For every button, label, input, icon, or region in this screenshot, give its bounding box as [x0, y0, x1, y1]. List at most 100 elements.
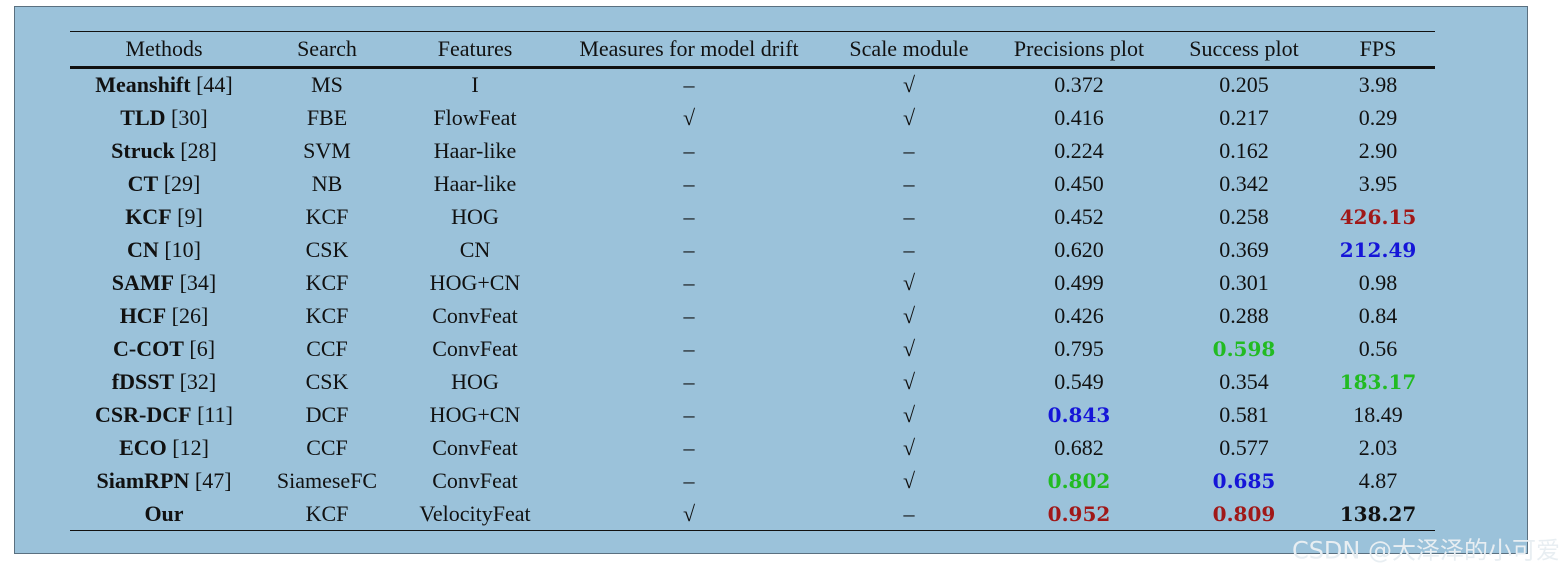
- method-name: ECO: [119, 435, 167, 460]
- cell: Meanshift [44]: [95, 72, 232, 98]
- cell: 0.372: [1054, 72, 1104, 97]
- cell: –: [683, 171, 695, 196]
- cell: 0.795: [1054, 336, 1104, 361]
- cell: HOG+CN: [429, 402, 521, 427]
- cell: SAMF [34]: [112, 270, 216, 296]
- cell: –: [683, 303, 695, 328]
- cell: Haar-like: [433, 171, 517, 196]
- cell: FlowFeat: [433, 105, 517, 130]
- cell: VelocityFeat: [419, 501, 531, 526]
- cell: √: [902, 105, 916, 130]
- cell: 0.84: [1358, 303, 1398, 328]
- header-cell: FPS: [1359, 36, 1397, 61]
- method-name: CN: [127, 237, 159, 262]
- cell: HOG: [451, 204, 499, 229]
- cell: 0.549: [1054, 369, 1104, 394]
- cell: 4.87: [1358, 468, 1398, 493]
- method-ref: [26]: [171, 303, 209, 328]
- cell: TLD [30]: [120, 105, 207, 131]
- cell: 0.620: [1054, 237, 1104, 262]
- cell: √: [682, 105, 696, 130]
- cell: 0.843: [1047, 403, 1111, 427]
- header-cell: Success plot: [1189, 36, 1299, 61]
- cell: Our: [144, 501, 183, 527]
- cell: KCF: [305, 204, 349, 229]
- cell: fDSST [32]: [112, 369, 217, 395]
- header-cell: Methods: [125, 36, 203, 61]
- cell: –: [683, 204, 695, 229]
- cell: 0.809: [1212, 502, 1276, 526]
- cell: 0.685: [1212, 469, 1276, 493]
- method-ref: [44]: [196, 72, 233, 97]
- cell: –: [903, 171, 915, 196]
- cell: ConvFeat: [432, 303, 518, 328]
- cell: C-COT [6]: [113, 336, 215, 362]
- method-name: SAMF: [111, 270, 175, 295]
- cell: 0.577: [1219, 435, 1269, 460]
- cell: –: [903, 204, 915, 229]
- cell: 0.450: [1054, 171, 1104, 196]
- cell: ConvFeat: [432, 336, 518, 361]
- cell: CSR-DCF [11]: [95, 402, 233, 428]
- method-ref: [28]: [180, 138, 217, 163]
- cell: ConvFeat: [432, 468, 518, 493]
- cell: SiamRPN [47]: [96, 468, 231, 494]
- method-ref: [6]: [189, 336, 216, 361]
- cell: –: [683, 336, 695, 361]
- cell: –: [683, 72, 695, 97]
- rule: [70, 530, 1435, 531]
- cell: √: [902, 369, 916, 394]
- cell: DCF: [305, 402, 349, 427]
- cell: 2.03: [1358, 435, 1398, 460]
- method-name: Our: [144, 501, 184, 526]
- cell: HCF [26]: [120, 303, 209, 329]
- cell: 2.90: [1358, 138, 1398, 163]
- cell: √: [902, 435, 916, 460]
- method-ref: [9]: [177, 204, 203, 229]
- cell: √: [682, 501, 696, 526]
- cell: 0.56: [1358, 336, 1398, 361]
- cell: CN: [459, 237, 491, 262]
- cell: CSK: [305, 237, 349, 262]
- cell: 0.426: [1054, 303, 1104, 328]
- cell: √: [902, 468, 916, 493]
- cell: 0.598: [1212, 337, 1276, 361]
- method-name: TLD: [120, 105, 166, 130]
- cell: 138.27: [1339, 502, 1417, 526]
- cell: KCF: [305, 270, 349, 295]
- cell: HOG: [451, 369, 499, 394]
- cell: 0.98: [1358, 270, 1398, 295]
- cell: √: [902, 270, 916, 295]
- cell: √: [902, 336, 916, 361]
- cell: ConvFeat: [432, 435, 518, 460]
- cell: MS: [311, 72, 343, 97]
- cell: 183.17: [1339, 370, 1417, 394]
- cell: ECO [12]: [119, 435, 209, 461]
- cell: –: [903, 237, 915, 262]
- method-name: SiamRPN: [96, 468, 190, 493]
- method-ref: [30]: [171, 105, 208, 130]
- cell: CSK: [305, 369, 349, 394]
- cell: CN [10]: [127, 237, 201, 263]
- method-name: fDSST: [111, 369, 175, 394]
- cell: 0.288: [1219, 303, 1269, 328]
- cell: –: [903, 138, 915, 163]
- cell: 426.15: [1339, 205, 1417, 229]
- cell: 18.49: [1353, 402, 1403, 427]
- rule: [70, 66, 1435, 69]
- cell: 0.354: [1219, 369, 1269, 394]
- cell: 0.499: [1054, 270, 1104, 295]
- cell: –: [683, 369, 695, 394]
- cell: Haar-like: [433, 138, 517, 163]
- cell: 0.162: [1219, 138, 1269, 163]
- cell: –: [683, 468, 695, 493]
- cell: KCF [9]: [125, 204, 203, 230]
- cell: I: [471, 72, 479, 97]
- cell: CCF: [306, 435, 348, 460]
- method-ref: [10]: [164, 237, 201, 262]
- header-cell: Scale module: [849, 36, 969, 61]
- method-name: CSR-DCF: [95, 402, 192, 427]
- method-ref: [12]: [172, 435, 209, 460]
- cell: 0.416: [1054, 105, 1104, 130]
